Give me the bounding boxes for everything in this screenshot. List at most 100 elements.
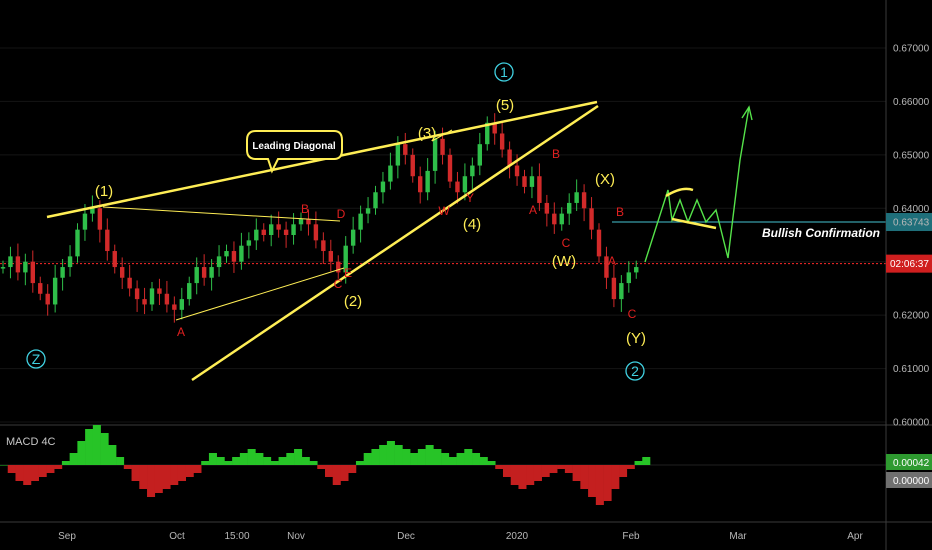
macd-bar <box>433 449 442 465</box>
candle-body <box>239 245 244 262</box>
candle-body <box>403 144 408 155</box>
macd-bar <box>54 465 63 469</box>
candle-body <box>179 299 184 310</box>
candle-body <box>432 138 438 171</box>
macd-bar <box>278 457 287 465</box>
wave-label: (5) <box>496 97 514 114</box>
macd-bar <box>518 465 527 489</box>
macd-bar <box>193 465 202 473</box>
sub-wave-label: W <box>438 204 450 218</box>
macd-bar <box>139 465 148 489</box>
candle-body <box>447 154 453 182</box>
time-axis[interactable]: Sep Oct 15:00 Nov Dec 2020 Feb Mar Apr <box>58 531 863 542</box>
macd-bar <box>611 465 620 489</box>
macd-bar <box>201 461 210 465</box>
wave-circle <box>26 349 46 369</box>
horizontal-levels: Bullish Confirmation <box>0 221 886 265</box>
macd-bar <box>379 445 388 465</box>
wave-label: (1) <box>95 183 113 200</box>
candle-body <box>522 176 527 187</box>
circled-wave-label: 1 <box>500 64 508 80</box>
confirmation-price-label: 0.63743 <box>893 218 930 229</box>
price-axis[interactable]: 0.670000.660000.650000.640000.630000.620… <box>885 0 932 550</box>
candle-body <box>127 277 132 289</box>
candle-body <box>380 181 386 193</box>
macd-bar <box>510 465 519 485</box>
candle-body <box>194 267 199 284</box>
candle-body <box>246 240 252 246</box>
macd-value-label: 0.00042 <box>893 458 930 469</box>
macd-bar <box>69 453 78 465</box>
macd-bar <box>92 425 101 465</box>
macd-bar <box>224 461 233 465</box>
macd-bar <box>634 461 643 465</box>
macd-bar <box>317 465 326 469</box>
macd-bar <box>580 465 589 489</box>
circled-wave-label: 2 <box>631 363 639 379</box>
sub-wave-label: B <box>616 205 624 219</box>
candle-body <box>596 229 602 257</box>
countdown-tag <box>886 254 932 273</box>
macd-bar <box>77 441 86 465</box>
candle-body <box>269 224 274 235</box>
candle-body <box>90 208 95 214</box>
candle-body <box>231 251 237 262</box>
candle-body <box>276 224 281 230</box>
main-grid <box>0 47 932 523</box>
time-tick-label: Apr <box>847 531 863 542</box>
circled-wave-label: Z <box>32 351 41 367</box>
candle-body <box>559 213 564 225</box>
projection-arrowhead <box>741 105 753 121</box>
time-tick-label: Mar <box>729 531 747 542</box>
candle-body <box>626 272 631 284</box>
macd-bar <box>0 465 9 466</box>
macd-bar <box>325 465 334 477</box>
sub-wave-label: C <box>562 236 571 250</box>
macd-bar <box>208 453 217 465</box>
countdown-label: 02:06:37 <box>890 259 929 270</box>
candle-body <box>507 149 512 166</box>
candle-body <box>38 283 43 294</box>
macd-bar <box>131 465 140 481</box>
candle-body <box>514 165 520 177</box>
candle-body <box>410 154 415 177</box>
candle-body <box>477 144 482 166</box>
macd-bar <box>30 465 39 481</box>
sub-wave-label: A <box>608 254 616 268</box>
macd-bar <box>487 461 496 465</box>
price-tick-label: 0.66000 <box>893 97 930 108</box>
candle-body <box>492 122 497 134</box>
macd-bar <box>502 465 512 477</box>
price-candles <box>0 113 639 323</box>
price-tick-label: 0.61000 <box>893 364 930 375</box>
macd-bar <box>270 461 279 465</box>
bullish-confirmation-label: Bullish Confirmation <box>762 226 880 240</box>
macd-bar <box>232 457 241 465</box>
macd-bar <box>386 441 395 465</box>
time-tick-label: Feb <box>622 531 640 542</box>
time-tick-label: Oct <box>169 531 185 542</box>
wave-circle <box>625 361 645 381</box>
candle-body <box>313 224 319 241</box>
wave-label: (4) <box>463 216 481 233</box>
trendline <box>431 129 453 142</box>
candle-body <box>157 288 162 294</box>
macd-bar <box>100 433 109 465</box>
candle-body <box>529 176 535 187</box>
candle-body <box>581 192 587 209</box>
macd-bar <box>185 465 194 477</box>
projection-path <box>644 106 750 263</box>
sub-wave-label: E <box>344 266 352 280</box>
candle-body <box>552 213 557 225</box>
candle-body <box>455 181 460 193</box>
macd-bar <box>154 465 163 493</box>
candle-body <box>45 293 50 305</box>
trendline <box>102 206 341 222</box>
candle-body <box>358 213 363 230</box>
candle-body <box>15 256 21 273</box>
macd-bar <box>410 453 419 465</box>
wave-label: (3) <box>418 125 436 142</box>
macd-bar <box>626 465 635 469</box>
trendlines <box>46 100 753 382</box>
